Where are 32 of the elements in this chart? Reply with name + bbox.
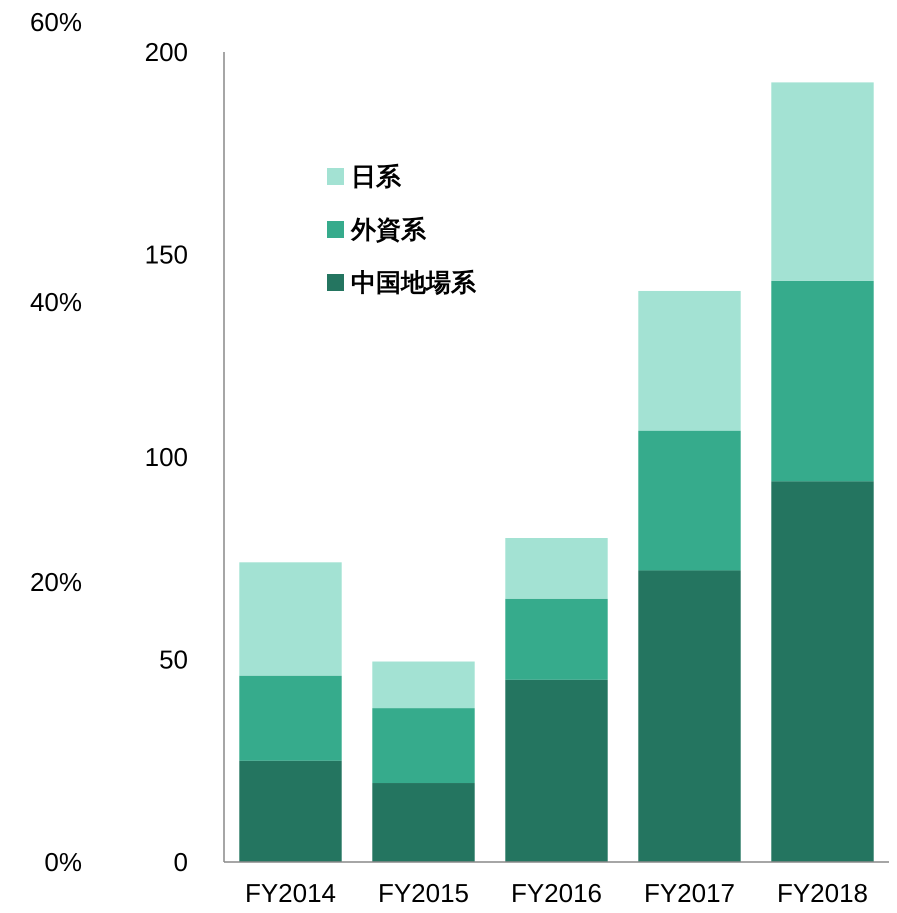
bar [239, 562, 342, 676]
y-tick-label: 0 [174, 847, 188, 877]
bar [372, 783, 475, 862]
bar [771, 280, 874, 482]
legend-label: 外資系 [350, 216, 427, 244]
legend-label: 中国地場系 [351, 269, 477, 297]
x-tick-label: FY2014 [244, 878, 336, 908]
y-tick-label: 50 [159, 644, 188, 674]
y-tick-label: 200 [144, 37, 188, 67]
legend-label: 日系 [351, 163, 402, 191]
bar [372, 708, 475, 784]
bar [771, 82, 874, 281]
x-tick-label: FY2015 [378, 878, 470, 908]
x-tick-label: FY2018 [776, 878, 868, 908]
bar [505, 598, 608, 680]
y-tick-label: 150 [144, 240, 188, 270]
bar [638, 430, 741, 570]
bar [239, 676, 342, 761]
bar [638, 290, 741, 431]
bar [505, 680, 608, 862]
x-tick-label: FY2017 [644, 878, 736, 908]
y2-tick-label: 20% [30, 567, 82, 597]
y2-tick-label: 40% [30, 287, 82, 317]
y-tick-label: 100 [144, 442, 188, 472]
y2-tick-label: 60% [30, 7, 82, 37]
y2-tick-label: 0% [44, 847, 82, 877]
bar [771, 481, 874, 862]
bar [239, 760, 342, 862]
bar [505, 538, 608, 599]
bar [372, 662, 475, 708]
bar [638, 570, 741, 862]
x-tick-label: FY2016 [510, 878, 602, 908]
